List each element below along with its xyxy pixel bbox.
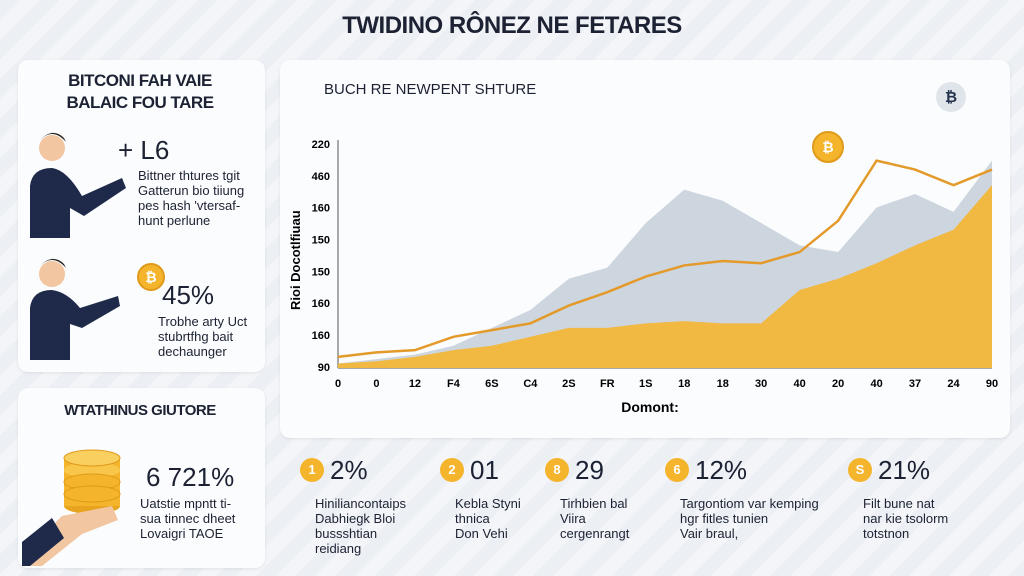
item-value: + L6	[118, 135, 170, 165]
coins-illustration	[22, 449, 121, 566]
x-tick-label: 20	[832, 378, 844, 390]
text-line: Hiniliancontaips	[315, 496, 407, 511]
body	[30, 168, 126, 238]
text-line: reidiang	[315, 541, 362, 556]
item-text: Uatstie mpntt ti- sua tinnec dheet Lovai…	[140, 496, 235, 541]
coin-icon	[812, 131, 844, 163]
text-line: Bittner thtures tgit	[138, 168, 240, 183]
icon: ₿	[945, 89, 957, 106]
coin-icon: ₿	[822, 139, 833, 155]
head	[39, 261, 65, 287]
x-tick-label: C4	[523, 378, 538, 390]
x-tick-label: 30	[755, 378, 767, 390]
text-line: bussshtian	[315, 526, 378, 541]
item-text: Trobhe arty Uct stubrtfhg bait dechaunge…	[158, 314, 247, 359]
badge: 1	[300, 458, 324, 482]
y-tick-label: 150	[312, 234, 330, 246]
y-tick-label: 160	[312, 203, 330, 215]
svg-text:₿: ₿	[145, 269, 156, 285]
y-tick-label: 90	[318, 362, 330, 374]
stat-value: 29	[575, 455, 604, 485]
stat-text: Filt bune nat nar kie tsolorm totstnon	[863, 496, 948, 541]
stat-text: Tirhbien bal Viira cergenrangt	[560, 496, 629, 541]
text-line: totstnon	[863, 526, 910, 541]
stat-text: Kebla Styni thnica Don Vehi	[455, 496, 521, 541]
y-tick-label: 460	[312, 171, 330, 183]
text-line: Filt bune nat	[863, 496, 935, 511]
text-line: Targontiom var kemping	[680, 496, 819, 511]
x-tick-label: FR	[600, 378, 615, 390]
stat-text: Hiniliancontaips Dabhiegk Bloi bussshtian r…	[315, 496, 406, 556]
item-text: Bittner thtures tgit Gatterun bio tiiung…	[138, 168, 244, 228]
chart: BUCH RE NEWPENT SHTURE ₿ Rioi Docotlfiua…	[288, 81, 998, 415]
x-tick-label: 2S	[562, 378, 575, 390]
text-line: nar kie tsolorm	[863, 511, 949, 526]
text-line: dechaunger	[158, 344, 227, 359]
stat-value: 01	[470, 455, 499, 485]
text-line: hgr fitles tunien	[680, 511, 769, 526]
text-line: Don Vehi	[455, 526, 508, 541]
people-illustration	[30, 132, 126, 360]
body	[30, 290, 120, 360]
panel-title: WTATHINUS GIUTORE	[64, 402, 216, 419]
x-tick-label: F4	[447, 378, 461, 390]
text-line: Uatstie mpntt ti-	[140, 496, 232, 511]
item-value: 6 721%	[146, 462, 235, 492]
text-line: Viira	[560, 511, 586, 526]
title-line: BALAIC FOU TARE	[66, 93, 214, 112]
item-value: 45%	[162, 280, 215, 310]
text-line: Trobhe arty Uct	[158, 314, 248, 329]
y-tick-label: 220	[312, 139, 330, 151]
x-tick-label: 90	[986, 378, 998, 390]
x-tick-label: 18	[717, 378, 729, 390]
x-tick-label: 0	[335, 378, 341, 390]
text-line: stubrtfhg bait	[158, 329, 234, 344]
area	[338, 185, 992, 368]
badge: 8	[545, 458, 569, 482]
text-line: Gatterun bio tiiung	[138, 183, 245, 198]
text-line: pes hash 'vtersaf-	[138, 198, 241, 213]
text-line: thnica	[455, 511, 490, 526]
stat-value: 2%	[330, 455, 368, 485]
x-tick-label: 6S	[485, 378, 498, 390]
x-tick-label: 37	[909, 378, 921, 390]
y-tick-label: 160	[312, 330, 330, 342]
text-line: Kebla Styni	[455, 496, 521, 511]
y-tick-label: 150	[312, 266, 330, 278]
text-line: sua tinnec dheet	[140, 511, 236, 526]
badge: 6	[665, 458, 689, 482]
x-tick-label: 40	[794, 378, 806, 390]
y-axis-title: Rioi Docotlfiuau	[288, 210, 303, 310]
stat-value: 12%	[695, 455, 748, 485]
chart-title: BUCH RE NEWPENT SHTURE	[324, 81, 536, 98]
text-line: hunt perlune	[138, 213, 211, 228]
icon	[936, 82, 966, 112]
x-tick-label: 1S	[639, 378, 652, 390]
x-tick-label: 12	[409, 378, 421, 390]
x-axis-title: Domont:	[621, 399, 679, 415]
line	[337, 159, 993, 359]
hair	[38, 258, 66, 268]
left-panel-title: BITCONI FAH VAIE BALAIC FOU TARE	[30, 70, 250, 114]
text-line: Dabhiegk Bloi	[315, 511, 396, 526]
text-line: Lovaigri TAOE	[140, 526, 224, 541]
title-line: BITCONI FAH VAIE	[68, 71, 212, 90]
x-tick-label: 40	[870, 378, 882, 390]
text-line: Vair braul,	[680, 526, 739, 541]
stat-value: 21%	[878, 455, 931, 485]
y-tick-label: 160	[312, 298, 330, 310]
badge: S	[848, 458, 872, 482]
hair	[38, 132, 66, 142]
x-tick-label: 18	[678, 378, 690, 390]
text-line: cergenrangt	[560, 526, 630, 541]
badge: 2	[440, 458, 464, 482]
page-title: TWIDINO RÔNEZ NE FETARES	[342, 12, 682, 39]
stat-text: Targontiom var kemping hgr fitles tunien V…	[680, 496, 819, 541]
x-tick-label: 24	[947, 378, 960, 390]
head	[39, 135, 65, 161]
text-line: Tirhbien bal	[560, 496, 628, 511]
x-tick-label: 0	[373, 378, 379, 390]
coin-icon: ₿	[137, 263, 165, 291]
